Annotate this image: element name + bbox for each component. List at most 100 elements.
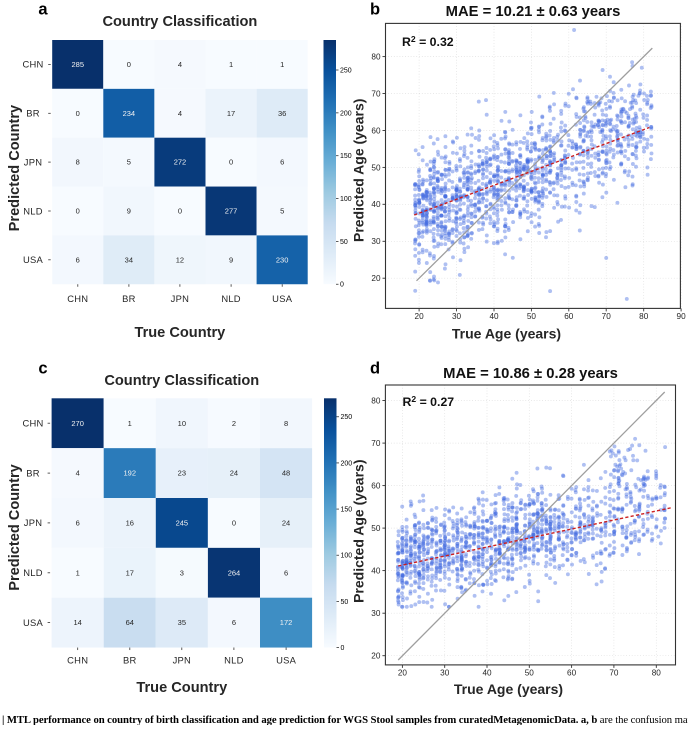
svg-text:60: 60 (567, 669, 577, 678)
svg-text:0: 0 (340, 282, 344, 289)
svg-text:True Age (years): True Age (years) (452, 326, 561, 342)
svg-text:50: 50 (341, 599, 349, 606)
svg-text:9: 9 (229, 255, 233, 264)
svg-text:24: 24 (282, 519, 290, 528)
svg-text:0: 0 (76, 207, 80, 216)
svg-text:c: c (38, 360, 47, 378)
svg-text:USA: USA (276, 655, 297, 666)
svg-text:70: 70 (371, 439, 381, 448)
svg-text:Predicted Age (years): Predicted Age (years) (351, 459, 367, 602)
svg-text:True Age (years): True Age (years) (454, 681, 563, 697)
svg-text:30: 30 (440, 669, 450, 678)
svg-text:USA: USA (23, 254, 44, 265)
svg-text:NLD: NLD (224, 655, 244, 666)
svg-text:6: 6 (76, 519, 80, 528)
svg-text:40: 40 (489, 312, 499, 321)
svg-text:90: 90 (677, 312, 687, 321)
svg-text:17: 17 (126, 568, 134, 577)
svg-text:60: 60 (564, 312, 574, 321)
svg-text:16: 16 (126, 519, 134, 528)
svg-text:50: 50 (527, 312, 537, 321)
svg-text:5: 5 (280, 207, 284, 216)
svg-text:b: b (370, 1, 380, 19)
svg-text:50: 50 (371, 524, 381, 533)
svg-text:6: 6 (232, 618, 236, 627)
svg-text:Predicted Age (years): Predicted Age (years) (351, 99, 367, 242)
svg-text:200: 200 (341, 460, 353, 467)
svg-text:20: 20 (398, 669, 408, 678)
svg-text:40: 40 (371, 567, 381, 576)
svg-text:192: 192 (123, 469, 136, 478)
svg-text:Predicted Country: Predicted Country (7, 104, 23, 231)
svg-text:d: d (370, 360, 380, 378)
svg-text:R2 = 0.32: R2 = 0.32 (402, 34, 454, 49)
svg-text:250: 250 (341, 414, 353, 421)
svg-text:270: 270 (71, 419, 84, 428)
svg-text:264: 264 (228, 568, 241, 577)
svg-text:100: 100 (341, 553, 353, 560)
svg-text:True Country: True Country (136, 680, 228, 696)
svg-text:30: 30 (452, 312, 462, 321)
svg-text:14: 14 (73, 618, 81, 627)
svg-text:0: 0 (76, 109, 80, 118)
svg-text:12: 12 (176, 255, 184, 264)
svg-text:48: 48 (282, 469, 290, 478)
svg-text:1: 1 (128, 419, 132, 428)
svg-text:USA: USA (272, 293, 293, 304)
svg-text:6: 6 (280, 158, 284, 167)
svg-text:272: 272 (174, 158, 187, 167)
svg-text:2: 2 (232, 419, 236, 428)
svg-text:150: 150 (340, 153, 352, 160)
svg-text:20: 20 (415, 312, 425, 321)
svg-text:70: 70 (371, 89, 381, 98)
svg-text:250: 250 (340, 67, 352, 74)
svg-text:0: 0 (232, 519, 236, 528)
svg-text:0: 0 (178, 207, 182, 216)
svg-text:Country Classification: Country Classification (102, 14, 257, 30)
svg-text:4: 4 (76, 469, 80, 478)
svg-text:24: 24 (230, 469, 238, 478)
svg-text:50: 50 (340, 239, 348, 246)
svg-text:CHN: CHN (67, 293, 88, 304)
svg-text:CHN: CHN (67, 655, 88, 666)
svg-text:R2 = 0.27: R2 = 0.27 (403, 394, 455, 409)
svg-text:5: 5 (127, 158, 131, 167)
svg-text:230: 230 (276, 255, 289, 264)
svg-text:150: 150 (341, 506, 353, 513)
svg-text:80: 80 (639, 312, 649, 321)
svg-text:234: 234 (123, 109, 136, 118)
svg-text:36: 36 (278, 109, 286, 118)
svg-text:10: 10 (178, 419, 186, 428)
svg-text:NLD: NLD (221, 293, 241, 304)
svg-text:4: 4 (178, 109, 182, 118)
svg-text:MAE = 10.86 ± 0.28 years: MAE = 10.86 ± 0.28 years (443, 366, 618, 382)
svg-text:70: 70 (609, 669, 619, 678)
svg-text:277: 277 (225, 207, 238, 216)
svg-text:CHN: CHN (22, 59, 43, 70)
svg-text:50: 50 (525, 669, 535, 678)
svg-text:80: 80 (371, 396, 381, 405)
svg-text:0: 0 (229, 158, 233, 167)
svg-text:40: 40 (482, 669, 492, 678)
svg-text:Country Classification: Country Classification (104, 373, 259, 389)
svg-text:35: 35 (178, 618, 186, 627)
svg-text:BR: BR (123, 655, 137, 666)
svg-text:JPN: JPN (24, 517, 42, 528)
svg-text:JPN: JPN (24, 156, 42, 167)
svg-text:30: 30 (371, 609, 381, 618)
svg-text:0: 0 (341, 645, 345, 652)
svg-text:8: 8 (76, 158, 80, 167)
svg-text:4: 4 (178, 60, 182, 69)
svg-text:1: 1 (76, 568, 80, 577)
svg-text:80: 80 (652, 669, 662, 678)
svg-text:JPN: JPN (171, 293, 189, 304)
svg-text:9: 9 (127, 207, 131, 216)
svg-text:0: 0 (127, 60, 131, 69)
svg-text:17: 17 (227, 109, 235, 118)
svg-text:a: a (38, 1, 48, 19)
svg-text:BR: BR (26, 467, 40, 478)
svg-text:BR: BR (26, 108, 40, 119)
svg-text:60: 60 (371, 482, 381, 491)
svg-text:200: 200 (340, 110, 352, 117)
svg-text:80: 80 (371, 53, 381, 62)
